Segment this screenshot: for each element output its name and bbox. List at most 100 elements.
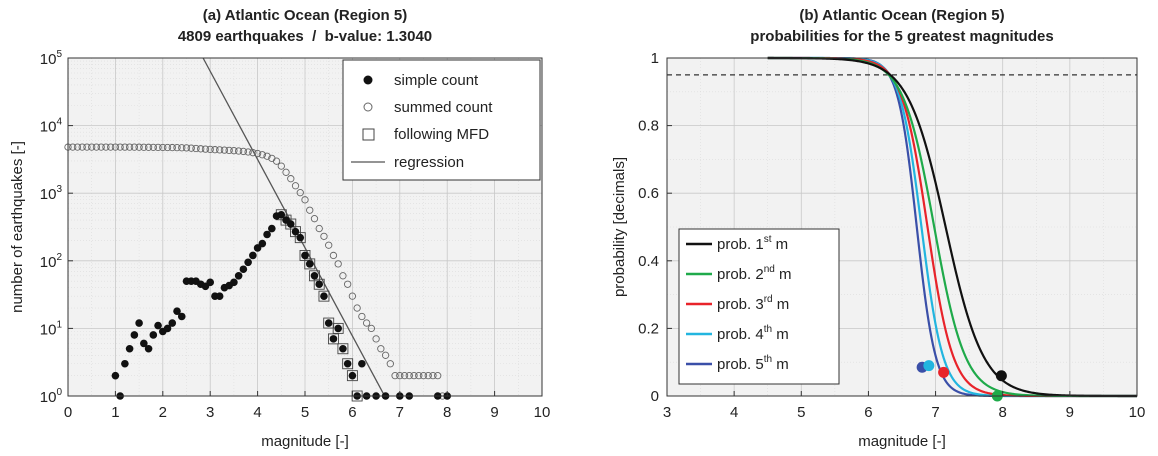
legend-label-following-mfd: following MFD — [394, 126, 489, 143]
legend-label: prob. 1st m — [717, 234, 788, 253]
x-tick-label: 5 — [797, 404, 805, 421]
simple-count-point — [234, 271, 243, 280]
summed-count-point — [220, 146, 229, 154]
x-tick-label: 6 — [348, 404, 356, 421]
simple-count-point — [268, 224, 276, 233]
summed-count-point — [216, 146, 224, 154]
summed-count-point — [78, 143, 86, 151]
panel-a-chart: (a) Atlantic Ocean (Region 5) 4809 earth… — [9, 7, 550, 450]
y-tick-label: 103 — [40, 184, 63, 203]
summed-count-point — [249, 149, 257, 157]
summed-count-point — [315, 224, 323, 233]
summed-count-point — [362, 319, 371, 327]
simple-count-point — [339, 344, 347, 353]
x-tick-label: 4 — [253, 404, 261, 421]
simple-count-point — [121, 359, 129, 368]
legend-label-regression: regression — [394, 154, 464, 171]
legend-label-summed-count: summed count — [394, 99, 493, 116]
x-tick-label: 9 — [1066, 404, 1074, 421]
legend-label: prob. 3rd m — [717, 294, 789, 313]
summed-count-point — [173, 144, 181, 152]
summed-count-point — [372, 335, 380, 343]
panel-a-legend: simple count summed count following MFD … — [342, 59, 541, 181]
summed-count-point — [434, 372, 442, 380]
summed-count-point — [334, 260, 342, 268]
summed-count-point — [97, 143, 105, 151]
legend-marker-simple-count — [363, 75, 373, 85]
simple-count-point — [130, 331, 139, 339]
legend-label: prob. 4th m — [717, 324, 789, 343]
panel-b-legend-box — [678, 228, 840, 385]
summed-count-point — [329, 251, 338, 260]
y-tick-label: 102 — [40, 252, 63, 271]
simple-count-point — [135, 319, 143, 327]
panel-a-ticks: 0 1 2 3 4 5 6 7 8 9 10 100 101 102 103 104 105 — [40, 49, 551, 421]
summed-count-point — [140, 143, 148, 151]
simple-count-point — [320, 292, 328, 300]
simple-count-point — [163, 324, 172, 333]
following-mfd-point — [346, 370, 358, 382]
simple-count-point — [263, 230, 271, 239]
summed-count-point — [386, 360, 394, 368]
x-tick-label: 8 — [443, 404, 451, 421]
y-tick-label: 1 — [651, 50, 659, 67]
x-tick-label: 5 — [301, 404, 309, 421]
summed-count-point — [197, 145, 205, 153]
summed-count-point — [182, 144, 191, 152]
x-tick-label: 0 — [64, 404, 72, 421]
summed-count-point — [415, 372, 423, 380]
simple-count-point — [144, 344, 153, 353]
x-tick-label: 4 — [730, 404, 738, 421]
following-mfd-point — [313, 278, 325, 290]
magnitude-marker — [995, 370, 1007, 382]
summed-count-point — [348, 292, 357, 300]
following-mfd-point — [337, 343, 349, 355]
summed-count-point — [353, 304, 361, 312]
summed-count-point — [310, 215, 319, 223]
legend-marker-following-mfd — [362, 128, 375, 141]
summed-count-point — [277, 162, 285, 170]
summed-count-point — [111, 143, 120, 151]
simple-count-point — [177, 312, 186, 321]
summed-count-point — [344, 280, 352, 288]
summed-count-point — [230, 147, 238, 155]
simple-count-point — [334, 324, 342, 333]
y-tick-label: 0.2 — [638, 320, 659, 337]
x-tick-label: 9 — [490, 404, 498, 421]
panel-a-ylabel: number of earthquakes [-] — [9, 141, 26, 313]
y-tick-label: 0.4 — [638, 253, 659, 270]
summed-count-point — [377, 345, 385, 353]
simple-count-point — [215, 292, 224, 300]
summed-count-point — [367, 324, 376, 333]
summed-count-point — [73, 143, 82, 151]
x-tick-label: 8 — [999, 404, 1007, 421]
panel-a-title: (a) Atlantic Ocean (Region 5) — [203, 7, 407, 24]
summed-count-point — [301, 196, 309, 204]
y-tick-label: 101 — [40, 319, 63, 338]
legend-marker-summed-count — [363, 102, 373, 112]
summed-count-point — [291, 182, 300, 190]
summed-count-point — [130, 143, 139, 151]
summed-count-point — [253, 149, 262, 158]
summed-count-point — [429, 372, 437, 380]
x-tick-label: 6 — [864, 404, 872, 421]
magnitude-marker — [938, 366, 950, 378]
x-tick-label: 10 — [1129, 404, 1146, 421]
summed-count-point — [272, 157, 281, 165]
legend-label: prob. 2nd m — [717, 264, 792, 283]
summed-count-point — [287, 175, 295, 183]
following-mfd-point — [304, 258, 316, 270]
summed-count-point — [116, 143, 124, 151]
summed-count-point — [282, 168, 290, 176]
y-tick-label: 0.8 — [638, 118, 659, 135]
simple-count-point — [249, 251, 257, 260]
panel-b-title: (b) Atlantic Ocean (Region 5) — [799, 7, 1004, 24]
following-mfd-point — [294, 232, 306, 244]
simple-count-point — [286, 220, 295, 228]
summed-count-point — [163, 143, 172, 152]
simple-count-point — [125, 344, 134, 353]
summed-count-point — [144, 143, 153, 151]
summed-count-point — [320, 232, 328, 240]
simple-count-point — [329, 335, 338, 343]
summed-count-point — [225, 146, 233, 155]
